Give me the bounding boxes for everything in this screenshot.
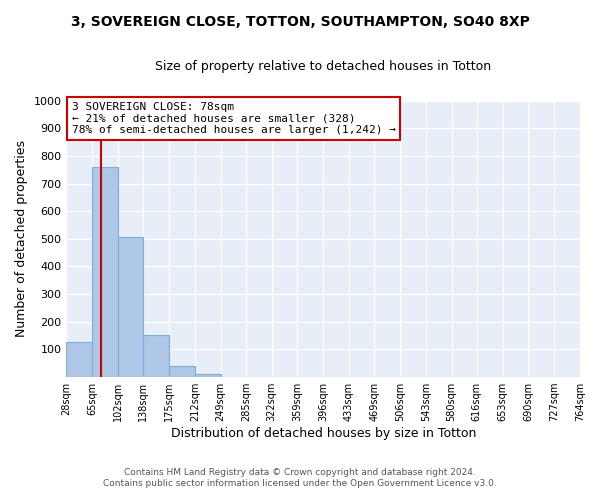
Bar [118,238,143,377]
Bar [67,342,92,377]
Y-axis label: Number of detached properties: Number of detached properties [15,140,28,338]
Title: Size of property relative to detached houses in Totton: Size of property relative to detached ho… [155,60,491,73]
Text: 3 SOVEREIGN CLOSE: 78sqm
← 21% of detached houses are smaller (328)
78% of semi-: 3 SOVEREIGN CLOSE: 78sqm ← 21% of detach… [71,102,395,135]
Bar [195,374,221,377]
Bar [169,366,195,377]
Text: Contains HM Land Registry data © Crown copyright and database right 2024.
Contai: Contains HM Land Registry data © Crown c… [103,468,497,487]
Text: 3, SOVEREIGN CLOSE, TOTTON, SOUTHAMPTON, SO40 8XP: 3, SOVEREIGN CLOSE, TOTTON, SOUTHAMPTON,… [71,15,529,29]
Bar [143,335,169,377]
X-axis label: Distribution of detached houses by size in Totton: Distribution of detached houses by size … [170,427,476,440]
Bar [92,167,118,377]
